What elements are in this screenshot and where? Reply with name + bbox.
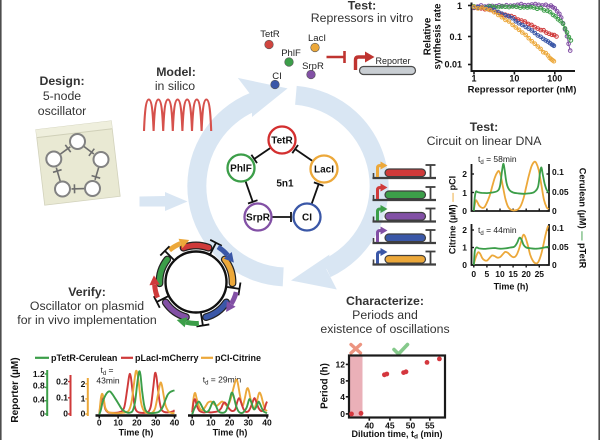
svg-text:30: 30: [151, 418, 161, 428]
svg-text:Dilution time, td (min): Dilution time, td (min): [352, 429, 443, 440]
svg-text:20: 20: [132, 418, 142, 428]
svg-text:40: 40: [262, 418, 272, 428]
svg-text:Oscillator on plasmid: Oscillator on plasmid: [30, 299, 144, 313]
svg-text:LacI: LacI: [314, 165, 334, 176]
svg-text:10: 10: [509, 74, 519, 84]
svg-text:LacI: LacI: [308, 33, 326, 44]
svg-text:oscillator: oscillator: [38, 104, 87, 118]
svg-text:1: 1: [471, 74, 476, 84]
svg-text:40: 40: [170, 418, 180, 428]
svg-text:20: 20: [521, 269, 531, 279]
svg-text:10: 10: [495, 269, 505, 279]
svg-text:Design:: Design:: [39, 74, 84, 88]
svg-text:SrpR: SrpR: [302, 61, 324, 72]
svg-text:Period (h): Period (h): [320, 363, 331, 409]
svg-text:0: 0: [340, 409, 345, 419]
svg-text:0: 0: [190, 418, 195, 428]
svg-text:0.1: 0.1: [449, 32, 462, 42]
svg-text:Circuit on linear DNA: Circuit on linear DNA: [427, 134, 543, 148]
svg-text:1: 1: [457, 1, 462, 11]
svg-text:existence of oscillations: existence of oscillations: [320, 322, 449, 336]
svg-text:PhlF: PhlF: [230, 164, 252, 175]
svg-text:0.01: 0.01: [444, 60, 462, 70]
svg-text:Time (h): Time (h): [213, 428, 248, 438]
svg-text:25: 25: [535, 269, 545, 279]
svg-text:pTetR-Cerulean: pTetR-Cerulean: [51, 353, 117, 363]
svg-text:0: 0: [81, 409, 86, 419]
svg-text:0: 0: [97, 418, 102, 428]
svg-text:pCI-Citrine: pCI-Citrine: [215, 353, 261, 363]
svg-text:Repressor reporter (nM): Repressor reporter (nM): [468, 85, 577, 96]
svg-text:2: 2: [462, 225, 467, 235]
svg-text:12: 12: [336, 359, 346, 369]
svg-text:0: 0: [552, 206, 557, 216]
svg-text:synthesis rate: synthesis rate: [433, 3, 444, 69]
svg-text:Reporter (µM): Reporter (µM): [10, 357, 21, 422]
svg-text:0: 0: [462, 206, 467, 216]
svg-text:for in vivo implementation: for in vivo implementation: [17, 313, 157, 327]
svg-text:CI: CI: [302, 213, 312, 224]
svg-text:0.1: 0.1: [552, 167, 564, 177]
svg-text:Reporter: Reporter: [376, 56, 411, 66]
svg-text:Test:: Test:: [470, 120, 498, 134]
svg-text:0: 0: [63, 409, 68, 419]
svg-text:10: 10: [206, 418, 216, 428]
svg-text:Characterize:: Characterize:: [346, 294, 424, 308]
svg-text:Model:: Model:: [156, 65, 196, 79]
svg-text:Time (h): Time (h): [119, 428, 154, 438]
svg-text:0.05: 0.05: [552, 242, 569, 252]
svg-text:5-node: 5-node: [43, 89, 81, 103]
svg-text:2: 2: [462, 169, 467, 179]
svg-text:0.1: 0.1: [552, 223, 564, 233]
svg-text:2: 2: [81, 379, 86, 389]
svg-text:Verify:: Verify:: [68, 285, 106, 299]
svg-text:pLacI-mCherry: pLacI-mCherry: [135, 353, 199, 363]
svg-text:SrpR: SrpR: [246, 213, 271, 224]
svg-text:100: 100: [547, 74, 562, 84]
svg-text:10: 10: [113, 418, 123, 428]
svg-text:0.05: 0.05: [552, 187, 569, 197]
svg-text:4: 4: [340, 392, 345, 402]
svg-text:1.2: 1.2: [33, 369, 45, 379]
svg-text:0: 0: [471, 269, 476, 279]
svg-text:Repressors in vitro: Repressors in vitro: [311, 11, 414, 25]
svg-text:5: 5: [485, 269, 490, 279]
svg-text:0.4: 0.4: [33, 395, 45, 405]
svg-text:15: 15: [508, 269, 518, 279]
svg-text:0: 0: [462, 260, 467, 270]
svg-text:Citrine (µM) — pCI: Citrine (µM) — pCI: [448, 176, 458, 254]
svg-text:in silico: in silico: [155, 79, 195, 93]
svg-text:20: 20: [225, 418, 235, 428]
svg-text:Cerulean (µM) — pTetR: Cerulean (µM) — pTetR: [578, 168, 588, 269]
svg-text:Time (h): Time (h): [494, 282, 529, 292]
svg-text:0.1: 0.1: [56, 393, 68, 403]
svg-text:5n1: 5n1: [276, 179, 294, 190]
svg-text:PhlF: PhlF: [281, 48, 301, 59]
svg-text:TetR: TetR: [271, 136, 293, 147]
svg-text:43min: 43min: [96, 376, 119, 386]
svg-text:30: 30: [244, 418, 254, 428]
svg-text:0.8: 0.8: [33, 380, 45, 390]
svg-text:1: 1: [462, 243, 467, 253]
svg-text:0: 0: [40, 409, 45, 419]
svg-text:Periods and: Periods and: [352, 308, 418, 322]
svg-text:0.2: 0.2: [56, 377, 68, 387]
svg-text:TetR: TetR: [260, 29, 280, 40]
svg-text:8: 8: [340, 376, 345, 386]
svg-text:1: 1: [462, 188, 467, 198]
svg-text:1: 1: [81, 394, 86, 404]
svg-text:0: 0: [552, 260, 557, 270]
